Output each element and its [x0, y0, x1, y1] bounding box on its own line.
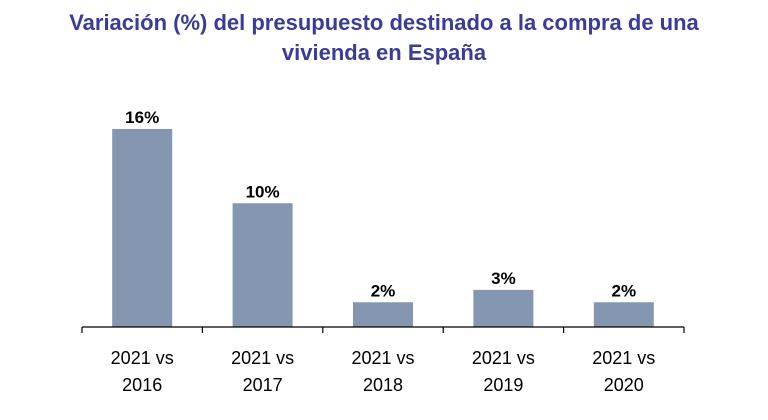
tick-label-5-line-2: 2020	[604, 375, 644, 395]
tick-label-3-line-2: 2018	[363, 375, 403, 395]
tick-label-5-line-1: 2021 vs	[592, 348, 655, 368]
bar-5	[593, 302, 654, 327]
bar-1	[112, 129, 173, 327]
tick-label-2-line-2: 2017	[243, 375, 283, 395]
chart-title: Variación (%) del presupuesto destinado …	[0, 8, 768, 68]
data-label-3: 2%	[371, 281, 396, 300]
data-label-2: 10%	[246, 182, 280, 201]
chart-title-line-2: vivienda en España	[281, 40, 487, 65]
bar-3	[353, 302, 413, 327]
data-label-4: 3%	[491, 269, 516, 288]
tick-label-3-line-1: 2021 vs	[351, 348, 414, 368]
tick-label-4-line-1: 2021 vs	[472, 348, 535, 368]
bar-4	[473, 289, 534, 327]
tick-label-1-line-1: 2021 vs	[111, 348, 174, 368]
chart-title-line-1: Variación (%) del presupuesto destinado …	[69, 10, 699, 35]
tick-label-1-line-2: 2016	[122, 375, 162, 395]
data-label-1: 16%	[125, 108, 159, 127]
tick-label-4-line-2: 2019	[483, 375, 523, 395]
data-label-5: 2%	[612, 281, 637, 300]
bar-2	[232, 203, 293, 327]
tick-label-2-line-1: 2021 vs	[231, 348, 294, 368]
